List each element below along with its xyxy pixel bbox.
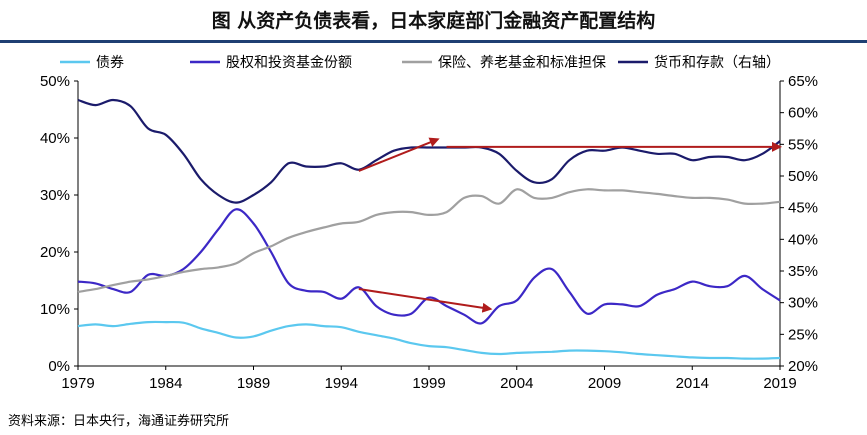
legend-label: 保险、养老基金和标准担保	[438, 54, 606, 71]
x-tick-label: 2009	[588, 375, 621, 392]
series-line-2	[77, 188, 781, 293]
x-tick-label: 1984	[149, 375, 182, 392]
right-tick-label: 40%	[788, 231, 818, 248]
source-note: 资料来源：日本央行，海通证券研究所	[8, 414, 230, 429]
right-tick-label: 35%	[788, 263, 818, 280]
left-tick-label: 0%	[48, 358, 70, 375]
right-tick-label: 55%	[788, 136, 818, 153]
series-line-3	[77, 98, 781, 204]
x-tick-label: 2019	[763, 375, 796, 392]
right-tick-label: 30%	[788, 295, 818, 312]
x-tick-label: 2014	[676, 375, 709, 392]
x-tick-label: 2004	[500, 375, 533, 392]
annotations-layer	[358, 137, 782, 313]
legend-label: 股权和投资基金份额	[226, 54, 352, 71]
left-tick-label: 10%	[40, 301, 70, 318]
annotation-arrow	[358, 288, 493, 313]
x-tick-label: 1994	[325, 375, 358, 392]
title-bar: 图 从资产负债表看，日本家庭部门金融资产配置结构	[0, 0, 867, 43]
legend-label: 债券	[96, 55, 124, 71]
right-tick-label: 45%	[788, 200, 818, 217]
series-line-0	[77, 320, 781, 360]
x-tick-label: 1979	[61, 375, 94, 392]
series-line-1	[77, 208, 781, 325]
series-layer	[77, 98, 781, 360]
left-tick-label: 30%	[40, 187, 70, 204]
chart-title: 图 从资产负债表看，日本家庭部门金融资产配置结构	[211, 10, 656, 32]
legend-label: 货币和存款（右轴）	[654, 54, 780, 71]
right-tick-label: 60%	[788, 105, 818, 122]
annotation-arrow	[358, 137, 440, 172]
left-tick-label: 50%	[40, 73, 70, 90]
right-tick-label: 65%	[788, 73, 818, 90]
right-tick-label: 50%	[788, 168, 818, 185]
right-tick-label: 20%	[788, 358, 818, 375]
left-tick-label: 40%	[40, 130, 70, 147]
legend: 债券 股权和投资基金份额 保险、养老基金和标准担保 货币和存款（右轴）	[60, 54, 780, 71]
x-tick-label: 1989	[237, 375, 270, 392]
right-tick-label: 25%	[788, 326, 818, 343]
axes: 0% 10% 20% 30% 40% 50% 20% 25% 30% 35% 40% 45% 50% 55…	[40, 73, 818, 392]
x-tick-label: 1999	[412, 375, 445, 392]
left-tick-label: 20%	[40, 244, 70, 261]
